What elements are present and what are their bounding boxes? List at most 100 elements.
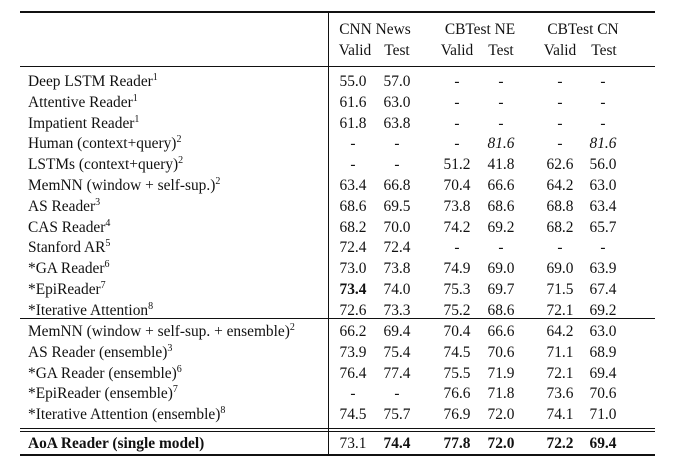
header-subcol-valid: Valid xyxy=(338,42,372,59)
header-group-cbtest-ne: CBTest NE xyxy=(444,21,516,38)
table-row: Impatient Reader1 61.8 63.8 - - - - xyxy=(20,114,655,135)
citation-superscript: 3 xyxy=(95,196,101,208)
table-cell: - xyxy=(454,73,460,90)
table-cell: 73.9 xyxy=(339,343,367,361)
table-cell: 66.6 xyxy=(487,323,515,340)
table-cell: 75.7 xyxy=(383,406,411,424)
table-cell: - xyxy=(557,239,563,257)
table-cell: 56.0 xyxy=(589,156,617,174)
table-cell: - xyxy=(498,73,504,90)
table-cell: - xyxy=(600,73,606,90)
table-row: MemNN (window + self-sup.)2 63.4 66.8 70.4 6… xyxy=(20,176,655,197)
table-cell: 72.4 xyxy=(339,239,367,257)
table-cell: 63.4 xyxy=(589,197,617,215)
table-cell: - xyxy=(557,93,563,111)
row-label-text: Deep LSTM Reader xyxy=(28,73,153,90)
table-cell: - xyxy=(350,385,356,403)
table-cell: 68.8 xyxy=(546,197,574,215)
row-label: MemNN (window + self-sup.)2 xyxy=(28,176,220,197)
table-row: Human (context+query)2 - - - 81.6 - 81.6 xyxy=(20,134,655,155)
table-row: LSTMs (context+query)2 - - 51.2 41.8 62.6 56.0 xyxy=(20,155,655,176)
table-cell: 69.4 xyxy=(589,435,617,452)
table-cell: - xyxy=(557,114,563,132)
row-label-text: *Iterative Attention xyxy=(28,301,149,319)
citation-superscript: 8 xyxy=(220,405,226,417)
row-label-text: *EpiReader (ensemble) xyxy=(28,385,173,403)
table-cell: - xyxy=(557,135,563,153)
row-label: LSTMs (context+query)2 xyxy=(28,155,183,176)
table-cell: 72.1 xyxy=(546,364,574,382)
row-label-text: *GA Reader (ensemble) xyxy=(28,364,177,382)
table-cell: 73.4 xyxy=(339,281,367,298)
row-label-text: AS Reader (ensemble) xyxy=(28,343,168,361)
header-subcol-valid: Valid xyxy=(543,42,577,59)
row-label: *GA Reader (ensemble)6 xyxy=(28,364,182,385)
table-cell: 65.7 xyxy=(589,218,617,236)
table-cell: - xyxy=(394,156,400,174)
row-label: Deep LSTM Reader1 xyxy=(28,72,158,93)
table-cell: 71.0 xyxy=(589,406,617,424)
table-cell: - xyxy=(498,93,504,111)
table-cell: 68.6 xyxy=(339,197,367,215)
table-cell: 74.4 xyxy=(383,435,411,452)
table-cell: - xyxy=(394,135,400,153)
citation-superscript: 7 xyxy=(100,279,106,291)
table-cell: 69.0 xyxy=(546,260,574,278)
table-cell: 72.4 xyxy=(383,239,411,257)
row-label-text: *Iterative Attention (ensemble) xyxy=(28,406,221,424)
section-rule-1 xyxy=(20,318,655,319)
bottom-rule xyxy=(20,454,655,456)
section-rule-2 xyxy=(20,428,655,429)
table-cell: 69.2 xyxy=(589,301,617,319)
table-cell: 73.8 xyxy=(443,197,471,215)
table-cell: 70.6 xyxy=(589,385,617,403)
row-label-text: Attentive Reader xyxy=(28,93,133,111)
table-row: *GA Reader6 73.0 73.8 74.9 69.0 69.0 63.9 xyxy=(20,259,655,280)
table-cell: - xyxy=(454,239,460,257)
table-cell: 66.6 xyxy=(487,177,515,194)
citation-superscript: 4 xyxy=(105,217,111,229)
table-cell: 77.8 xyxy=(443,435,471,452)
table-cell: 69.5 xyxy=(383,197,411,215)
citation-superscript: 1 xyxy=(152,71,158,83)
row-label: *Iterative Attention8 xyxy=(28,301,153,322)
table-cell: 41.8 xyxy=(487,156,515,174)
table-cell: 74.0 xyxy=(383,281,411,298)
table-cell: - xyxy=(498,114,504,132)
table-row: *EpiReader7 73.4 74.0 75.3 69.7 71.5 67.4 xyxy=(20,280,655,301)
table-cell: 71.1 xyxy=(546,343,574,361)
table-cell: 76.9 xyxy=(443,406,471,424)
header-subcol-test: Test xyxy=(384,42,410,59)
table-cell: 75.3 xyxy=(443,281,471,298)
row-label: *Iterative Attention (ensemble)8 xyxy=(28,405,225,426)
table-row: MemNN (window + self-sup. + ensemble)2 66… xyxy=(20,322,655,343)
table-row: CAS Reader4 68.2 70.0 74.2 69.2 68.2 65.7 xyxy=(20,218,655,239)
table-cell: 72.2 xyxy=(546,435,574,452)
table-cell: 70.0 xyxy=(383,218,411,236)
table-row: AS Reader (ensemble)3 73.9 75.4 74.5 70.6 71.… xyxy=(20,343,655,364)
row-label: AS Reader3 xyxy=(28,197,100,218)
citation-superscript: 6 xyxy=(104,259,110,271)
row-label-text: *EpiReader xyxy=(28,281,101,298)
table-cell: 77.4 xyxy=(383,364,411,382)
table-cell: 69.2 xyxy=(487,218,515,236)
row-label: AS Reader (ensemble)3 xyxy=(28,343,172,364)
row-label: *EpiReader7 xyxy=(28,280,106,301)
table-cell: 66.2 xyxy=(339,323,367,340)
citation-superscript: 3 xyxy=(167,342,173,354)
table-cell: 68.6 xyxy=(487,301,515,319)
table-cell: 75.2 xyxy=(443,301,471,319)
header-group-cnn-news: CNN News xyxy=(339,21,411,38)
citation-superscript: 5 xyxy=(105,238,111,250)
row-label: Human (context+query)2 xyxy=(28,134,181,155)
table-row: *EpiReader (ensemble)7 - - 76.6 71.8 73.6 70.6 xyxy=(20,384,655,405)
table-cell: - xyxy=(454,135,460,153)
table-cell: 70.4 xyxy=(443,177,471,194)
table-cell: 76.6 xyxy=(443,385,471,403)
table-cell: - xyxy=(350,135,356,153)
table-cell: 71.9 xyxy=(487,364,515,382)
table-cell: 74.9 xyxy=(443,260,471,278)
table-cell: 63.0 xyxy=(589,177,617,194)
citation-superscript: 7 xyxy=(172,384,178,396)
table-cell: - xyxy=(498,239,504,257)
